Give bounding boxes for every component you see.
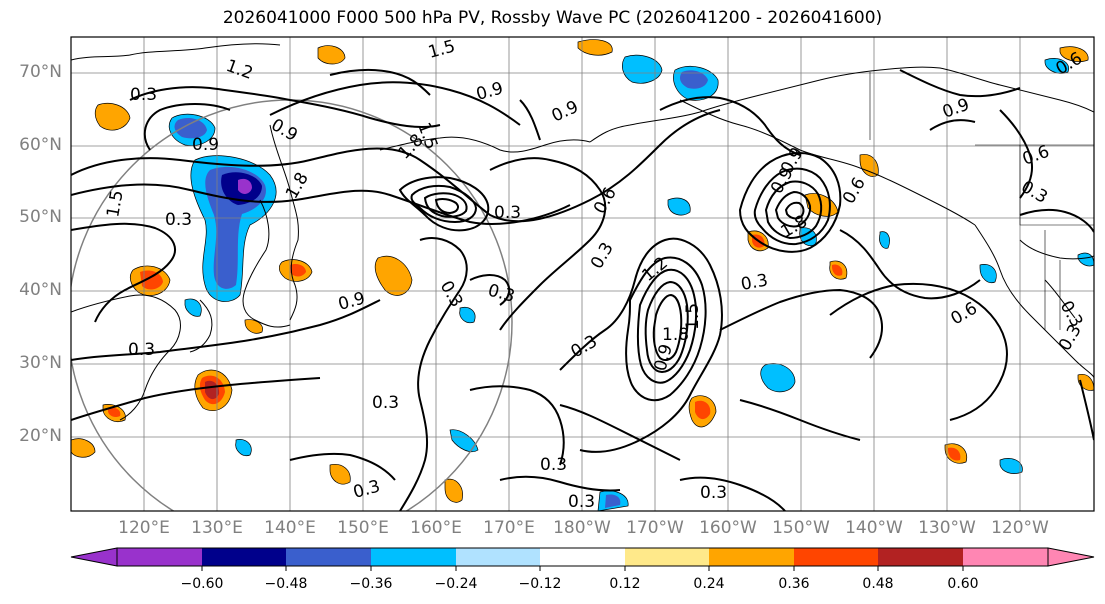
lat-label: 70°N bbox=[19, 62, 62, 82]
lon-label: 180°W bbox=[553, 518, 611, 538]
contour-label: 1.5 bbox=[683, 303, 703, 330]
colorbar-bin bbox=[878, 548, 963, 566]
colorbar-bin bbox=[286, 548, 371, 566]
colorbar-tick-label: −0.24 bbox=[434, 576, 478, 592]
lat-label: 30°N bbox=[19, 353, 62, 373]
lon-label: 140°E bbox=[264, 518, 316, 538]
lon-label: 130°E bbox=[191, 518, 243, 538]
contour-label: 0.3 bbox=[700, 483, 727, 503]
negative-pv-anomalies bbox=[168, 54, 1094, 511]
lon-label: 160°E bbox=[410, 518, 462, 538]
map-title: 2026041000 F000 500 hPa PV, Rossby Wave … bbox=[222, 8, 883, 28]
lat-label: 60°N bbox=[19, 135, 62, 155]
colorbar-tick-label: 0.24 bbox=[693, 576, 725, 592]
contour-label: 0.3 bbox=[128, 340, 155, 360]
pv-contours bbox=[71, 68, 1094, 511]
contour-label: 0.3 bbox=[130, 85, 157, 105]
colorbar-extend-low bbox=[70, 547, 118, 567]
lon-label: 150°E bbox=[337, 518, 389, 538]
colorbar-bin bbox=[794, 548, 878, 566]
colorbar-tick-label: −0.48 bbox=[264, 576, 308, 592]
colorbar-bin bbox=[456, 548, 540, 566]
colorbar-bin bbox=[963, 548, 1048, 566]
lon-label: 150°W bbox=[772, 518, 830, 538]
contour-label: 0.3 bbox=[540, 455, 567, 475]
colorbar-bin bbox=[709, 548, 794, 566]
colorbar-bin bbox=[371, 548, 456, 566]
colorbar-tick-label: 0.12 bbox=[609, 576, 641, 592]
colorbar-extend-high bbox=[1047, 547, 1095, 567]
lat-label: 40°N bbox=[19, 280, 62, 300]
lon-label: 160°W bbox=[699, 518, 757, 538]
colorbar-bin bbox=[540, 548, 625, 566]
colorbar-tick-label: −0.60 bbox=[180, 576, 224, 592]
lon-label: 130°W bbox=[918, 518, 976, 538]
contour-label: 0.3 bbox=[165, 210, 192, 230]
positive-pv-anomalies bbox=[71, 39, 1094, 503]
colorbar-bin bbox=[202, 548, 286, 566]
colorbar-tick-label: 0.36 bbox=[778, 576, 810, 592]
contour-label: 1.8 bbox=[662, 325, 689, 345]
country-borders bbox=[869, 72, 1094, 330]
lat-label: 50°N bbox=[19, 207, 62, 227]
contour-label: 0.3 bbox=[739, 271, 769, 295]
coastlines bbox=[71, 43, 1094, 421]
contour-label: 0.3 bbox=[372, 393, 399, 413]
map-plot-area: 0.3 0.9 0.9 0.3 1.5 1.2 1.5 0.9 0.9 1.5 … bbox=[71, 37, 1094, 512]
plot-frame bbox=[70, 36, 1095, 512]
lon-label: 170°W bbox=[626, 518, 684, 538]
contour-label: 0.3 bbox=[494, 203, 521, 223]
lon-label: 140°W bbox=[845, 518, 903, 538]
colorbar bbox=[70, 547, 1095, 571]
lon-label: 120°E bbox=[118, 518, 170, 538]
colorbar-tick-label: 0.60 bbox=[947, 576, 979, 592]
contour-label: 0.9 bbox=[192, 135, 219, 155]
colorbar-tick-label: −0.36 bbox=[349, 576, 393, 592]
lat-label: 20°N bbox=[19, 426, 62, 446]
lon-label: 120°W bbox=[991, 518, 1049, 538]
colorbar-bin bbox=[625, 548, 709, 566]
colorbar-tick-label: −0.12 bbox=[518, 576, 562, 592]
contour-label: 0.3 bbox=[568, 492, 595, 512]
colorbar-tick-label: 0.48 bbox=[862, 576, 894, 592]
contour-label: 1.5 bbox=[103, 189, 127, 219]
lon-label: 170°E bbox=[483, 518, 535, 538]
colorbar-bin bbox=[117, 548, 202, 566]
